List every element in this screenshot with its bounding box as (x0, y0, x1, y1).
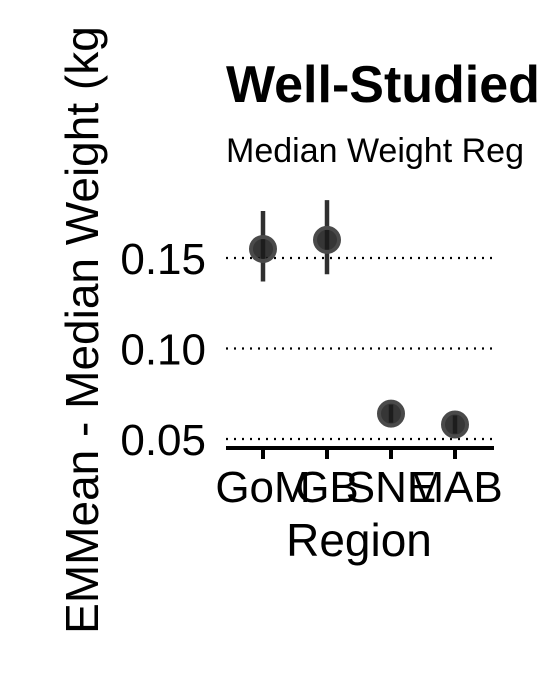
data-points (251, 228, 467, 437)
error-bars (263, 200, 455, 433)
x-tick-label: MAB (407, 463, 502, 512)
data-point (443, 413, 467, 437)
chart-subtitle: Median Weight Reg (226, 132, 524, 170)
chart-title: Well-Studied (226, 56, 540, 114)
y-axis-title: EMMean - Median Weight (kg (56, 26, 108, 634)
data-point (379, 402, 403, 426)
y-tick-label: 0.05 (120, 416, 206, 465)
y-axis-ticks: 0.05 0.10 0.15 (120, 235, 206, 465)
data-point (251, 237, 275, 261)
data-point (315, 228, 339, 252)
y-tick-label: 0.15 (120, 235, 206, 284)
y-tick-label: 0.10 (120, 326, 206, 375)
x-axis-title: Region (286, 514, 432, 566)
